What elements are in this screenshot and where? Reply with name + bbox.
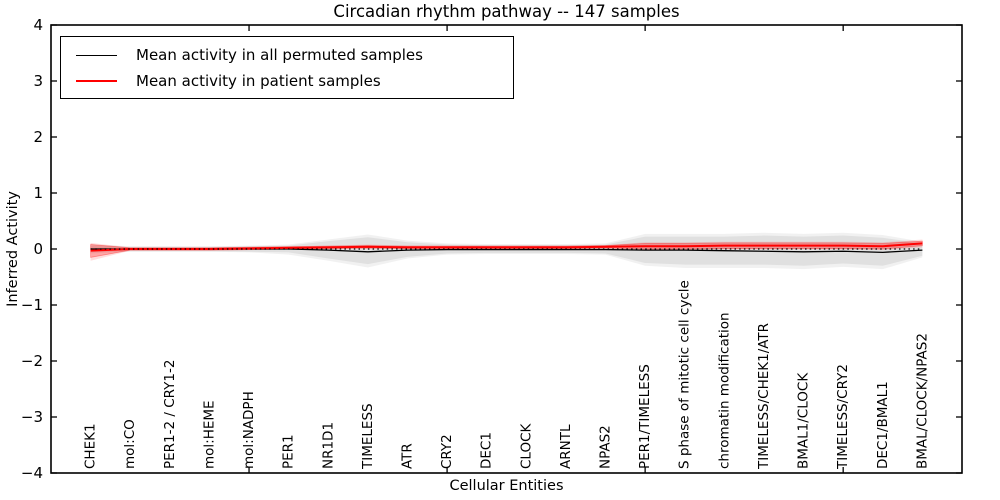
category-label: BMAL/CLOCK/NPAS2: [914, 333, 930, 469]
chart-title: Circadian rhythm pathway -- 147 samples: [333, 2, 680, 21]
legend: Mean activity in all permuted samples Me…: [60, 36, 514, 99]
category-label: ATR: [399, 443, 415, 469]
category-label: PER1-2 / CRY1-2: [162, 360, 178, 469]
legend-item-permuted: Mean activity in all permuted samples: [61, 42, 513, 68]
category-label: NR1D1: [320, 422, 336, 469]
y-axis-ticks: 4 3 2 1 0 −1 −2 −3 −4: [21, 16, 962, 482]
y-tick-label: −1: [21, 296, 43, 314]
category-label: chromatin modification: [716, 312, 732, 469]
x-axis-ticks: [248, 25, 844, 473]
y-tick-label: 1: [33, 184, 43, 202]
category-label: S phase of mitotic cell cycle: [677, 280, 693, 469]
patient-mean-line: [90, 242, 923, 252]
y-tick-label: −4: [21, 464, 43, 482]
legend-item-patient: Mean activity in patient samples: [61, 68, 513, 94]
permuted-bands: [90, 232, 923, 270]
y-tick-label: 0: [33, 240, 43, 258]
category-label: TIMELESS: [360, 403, 376, 470]
category-label: TIMELESS/CHEK1/ATR: [756, 323, 772, 470]
y-tick-label: 4: [33, 16, 43, 34]
y-tick-label: −2: [21, 352, 43, 370]
category-label: PER1: [281, 434, 297, 469]
patient-line-group: [90, 242, 923, 252]
permuted-line-swatch: [76, 54, 117, 56]
category-label: BMAL1/CLOCK: [796, 372, 812, 469]
legend-label-permuted: Mean activity in all permuted samples: [136, 46, 423, 64]
y-tick-label: 3: [33, 72, 43, 90]
category-label: mol:HEME: [201, 400, 217, 469]
x-category-labels: CHEK1 mol:CO PER1-2 / CRY1-2 mol:HEME mol:NA…: [83, 280, 931, 470]
category-label: NPAS2: [598, 425, 614, 469]
permuted-band-inner: [90, 235, 923, 266]
patient-line-swatch: [76, 80, 117, 82]
category-label: DEC1/BMAL1: [875, 381, 891, 469]
category-label: DEC1: [479, 432, 495, 469]
category-label: CLOCK: [518, 422, 534, 469]
x-axis-label: Cellular Entities: [449, 478, 564, 494]
y-tick-label: 2: [33, 128, 43, 146]
category-label: mol:NADPH: [241, 391, 257, 469]
category-label: CHEK1: [83, 423, 99, 469]
category-label: mol:CO: [122, 419, 138, 469]
y-axis-label: Inferred Activity: [5, 191, 21, 307]
y-tick-label: −3: [21, 408, 43, 426]
category-label: CRY2: [439, 434, 455, 469]
category-label: TIMELESS/CRY2: [835, 364, 851, 470]
legend-label-patient: Mean activity in patient samples: [136, 72, 381, 90]
permuted-band-outer: [90, 232, 923, 270]
category-label: ARNTL: [558, 424, 574, 469]
category-label: PER1/TIMELESS: [637, 364, 653, 469]
